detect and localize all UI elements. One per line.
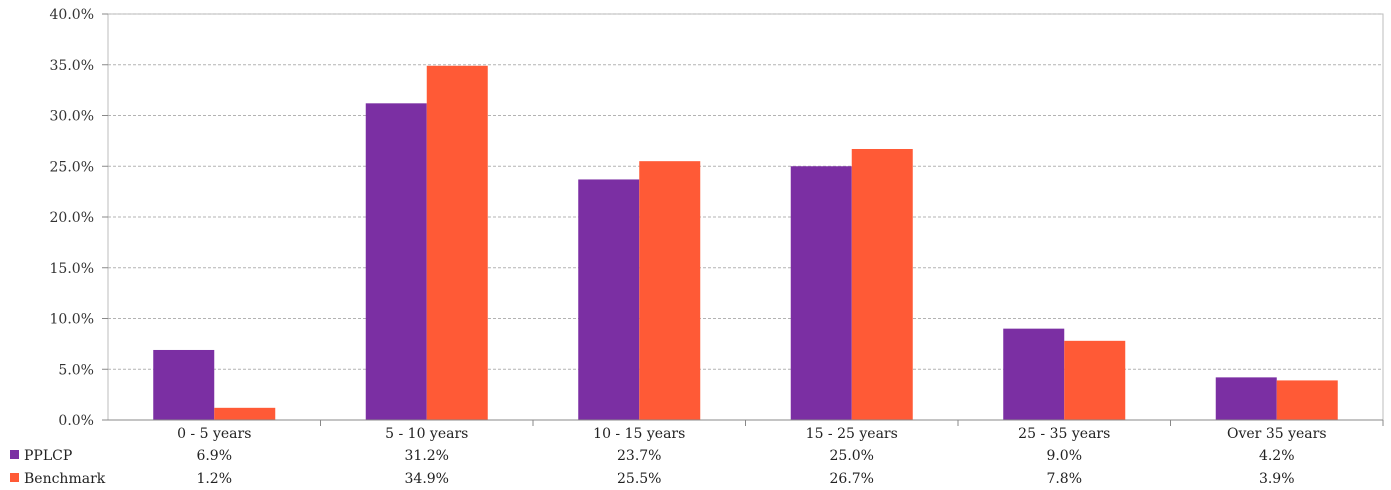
- x-tick-label: 15 - 25 years: [806, 426, 898, 442]
- y-tick-label: 0.0%: [58, 413, 94, 429]
- data-label-benchmark: 25.5%: [617, 471, 661, 487]
- y-tick-label: 35.0%: [50, 58, 94, 74]
- x-tick-label: Over 35 years: [1227, 426, 1327, 442]
- bar-pplcp-0: [153, 349, 215, 420]
- bar-benchmark-2: [639, 161, 701, 421]
- legend-swatch-pplcp: [10, 450, 19, 459]
- y-tick-label: 20.0%: [50, 210, 94, 226]
- data-label-benchmark: 7.8%: [1046, 471, 1082, 487]
- x-tick-label: 25 - 35 years: [1018, 426, 1110, 442]
- data-label-pplcp: 4.2%: [1259, 448, 1295, 464]
- data-label-pplcp: 9.0%: [1046, 448, 1082, 464]
- bar-pplcp-5: [1215, 377, 1277, 420]
- x-axis: 0 - 5 years 5 - 10 years 10 - 15 years 15 -…: [108, 419, 1384, 442]
- x-tick-label: 10 - 15 years: [593, 426, 685, 442]
- bar-benchmark-0: [214, 407, 276, 420]
- legend-swatch-benchmark: [10, 473, 19, 482]
- y-tick-label: 30.0%: [50, 109, 94, 125]
- y-tick-label: 15.0%: [50, 261, 94, 277]
- bar-pplcp-2: [578, 179, 640, 420]
- legend-label-pplcp: PPLCP: [24, 448, 72, 464]
- data-label-benchmark: 34.9%: [405, 471, 449, 487]
- data-label-pplcp: 23.7%: [617, 448, 661, 464]
- bars: [153, 65, 1338, 421]
- y-tick-label: 25.0%: [50, 159, 94, 175]
- bar-pplcp-1: [365, 103, 427, 420]
- data-label-benchmark: 1.2%: [196, 471, 232, 487]
- bar-benchmark-5: [1276, 380, 1338, 420]
- bar-benchmark-3: [851, 148, 913, 420]
- data-label-benchmark: 26.7%: [830, 471, 874, 487]
- y-axis: 0.0% 5.0% 10.0% 15.0% 20.0% 25.0% 30.0% 35.0% 40…: [50, 7, 108, 429]
- grid-lines: [107, 13, 1384, 421]
- bar-benchmark-1: [426, 65, 488, 420]
- x-tick-label: 0 - 5 years: [177, 426, 251, 442]
- bar-pplcp-4: [1003, 328, 1065, 420]
- data-label-pplcp: 25.0%: [830, 448, 874, 464]
- bar-pplcp-3: [790, 166, 852, 420]
- data-label-benchmark: 3.9%: [1259, 471, 1295, 487]
- data-label-pplcp: 6.9%: [196, 448, 232, 464]
- y-tick-label: 10.0%: [50, 312, 94, 328]
- x-tick-label: 5 - 10 years: [385, 426, 468, 442]
- legend-label-benchmark: Benchmark: [24, 471, 106, 487]
- data-label-pplcp: 31.2%: [405, 448, 449, 464]
- bar-benchmark-4: [1064, 340, 1126, 420]
- y-tick-label: 40.0%: [50, 7, 94, 23]
- data-table: 6.9% 1.2% 31.2% 34.9% 23.7% 25.5% 25.0% 26.7% 9.…: [10, 448, 1295, 487]
- y-tick-label: 5.0%: [58, 362, 94, 378]
